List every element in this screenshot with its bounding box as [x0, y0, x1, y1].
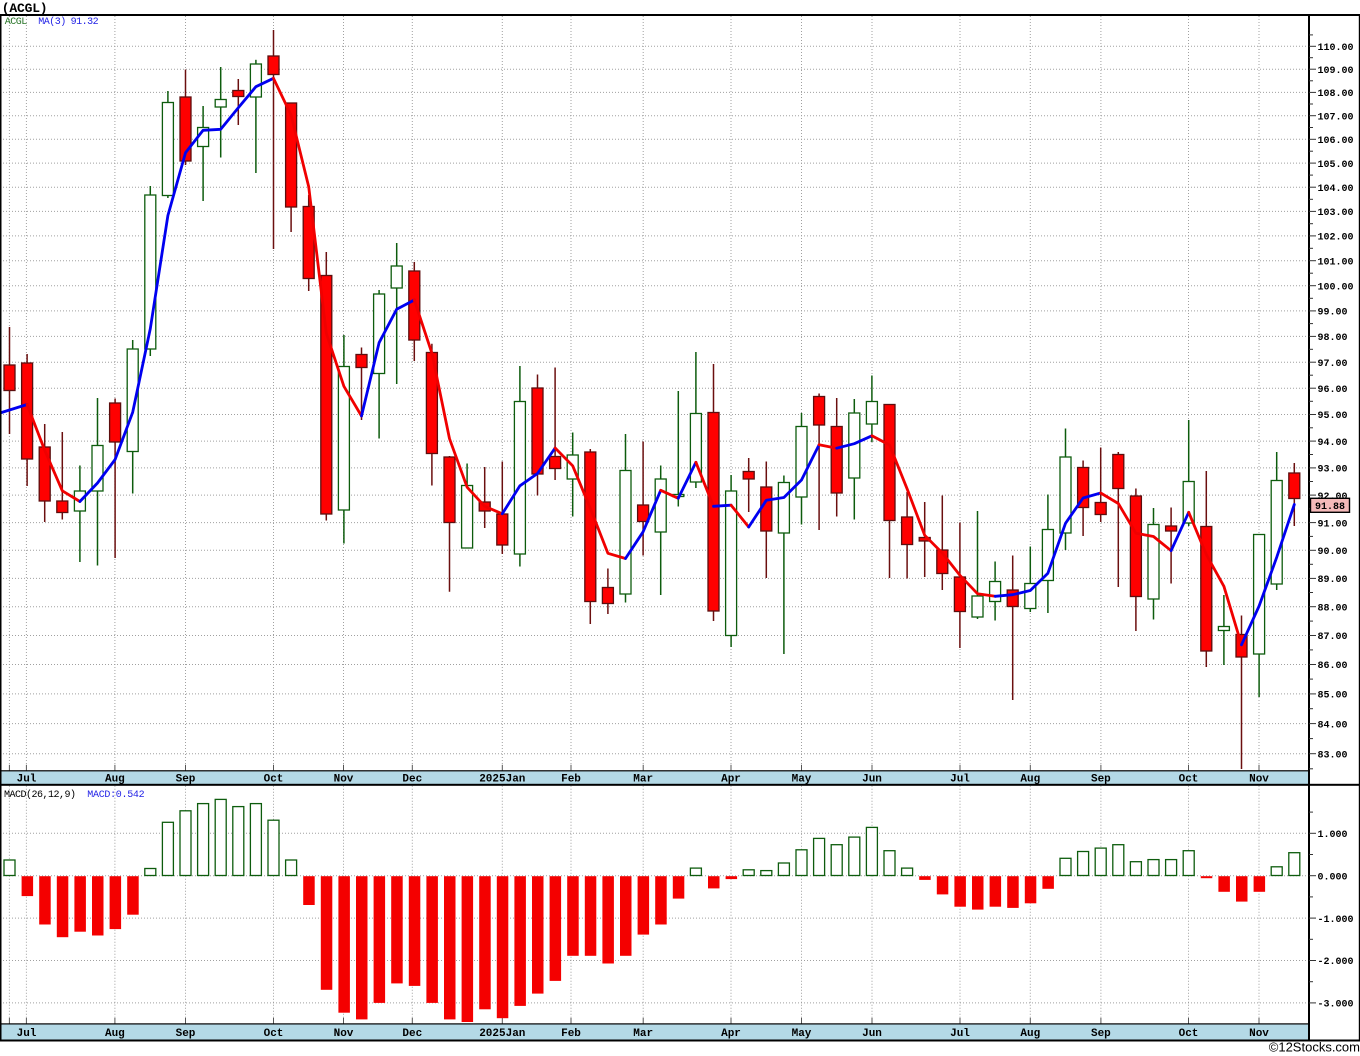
svg-text:Sep: Sep [1091, 1028, 1111, 1040]
svg-text:1.000: 1.000 [1318, 830, 1348, 841]
svg-text:May: May [792, 1028, 812, 1040]
svg-text:Mar: Mar [633, 773, 653, 785]
svg-text:90.00: 90.00 [1318, 547, 1348, 558]
svg-text:Jul: Jul [17, 1028, 37, 1040]
svg-text:104.00: 104.00 [1318, 184, 1354, 195]
svg-text:85.00: 85.00 [1318, 691, 1348, 702]
svg-text:93.00: 93.00 [1318, 465, 1348, 476]
svg-text:-2.000: -2.000 [1318, 957, 1354, 968]
svg-text:107.00: 107.00 [1318, 112, 1354, 123]
svg-text:108.00: 108.00 [1318, 89, 1354, 100]
svg-text:Sep: Sep [1091, 773, 1111, 785]
svg-text:Oct: Oct [1179, 1028, 1199, 1040]
svg-text:Jul: Jul [17, 773, 37, 785]
svg-text:Nov: Nov [1249, 1028, 1269, 1040]
svg-text:Oct: Oct [264, 1028, 284, 1040]
svg-text:0.000: 0.000 [1318, 872, 1348, 883]
svg-text:Feb: Feb [561, 1028, 581, 1040]
svg-text:84.00: 84.00 [1318, 720, 1348, 731]
svg-text:(ACGL): (ACGL) [2, 1, 48, 16]
svg-text:Jun: Jun [862, 1028, 882, 1040]
svg-text:Jul: Jul [950, 1028, 970, 1040]
svg-text:-3.000: -3.000 [1318, 1000, 1354, 1011]
svg-text:Feb: Feb [561, 773, 581, 785]
svg-text:97.00: 97.00 [1318, 359, 1348, 370]
svg-text:Oct: Oct [264, 773, 284, 785]
svg-text:91.32: 91.32 [71, 17, 99, 28]
svg-text:Mar: Mar [633, 1028, 653, 1040]
svg-text:Nov: Nov [334, 773, 354, 785]
svg-text:92.00: 92.00 [1318, 492, 1348, 503]
svg-text:Sep: Sep [176, 1028, 196, 1040]
svg-text:-1.000: -1.000 [1318, 915, 1354, 926]
svg-text:88.00: 88.00 [1318, 603, 1348, 614]
svg-text:MA(3): MA(3) [38, 16, 66, 28]
svg-text:86.00: 86.00 [1318, 661, 1348, 672]
svg-text:87.00: 87.00 [1318, 632, 1348, 643]
svg-text:Nov: Nov [334, 1028, 354, 1040]
svg-text:ACGL: ACGL [5, 17, 28, 28]
svg-text:Aug: Aug [105, 1028, 125, 1040]
svg-text:102.00: 102.00 [1318, 233, 1354, 244]
svg-text:MACD(26,12,9): MACD(26,12,9) [4, 789, 76, 801]
svg-text:110.00: 110.00 [1318, 43, 1354, 54]
svg-text:Aug: Aug [1020, 1028, 1040, 1040]
svg-text:91.88: 91.88 [1315, 502, 1345, 513]
svg-text:83.00: 83.00 [1318, 750, 1348, 761]
svg-text:Aug: Aug [105, 773, 125, 785]
svg-text:94.00: 94.00 [1318, 438, 1348, 449]
svg-text:96.00: 96.00 [1318, 385, 1348, 396]
svg-text:Apr: Apr [721, 1028, 741, 1040]
svg-text:Nov: Nov [1249, 773, 1269, 785]
svg-text:Jun: Jun [862, 773, 882, 785]
svg-text:99.00: 99.00 [1318, 308, 1348, 319]
svg-text:109.00: 109.00 [1318, 66, 1354, 77]
svg-text:MACD:0.542: MACD:0.542 [87, 790, 144, 801]
svg-text:Sep: Sep [176, 773, 196, 785]
svg-text:103.00: 103.00 [1318, 208, 1354, 219]
svg-text:Jul: Jul [950, 773, 970, 785]
svg-text:Dec: Dec [402, 773, 422, 785]
svg-text:Apr: Apr [721, 773, 741, 785]
svg-text:98.00: 98.00 [1318, 333, 1348, 344]
svg-text:Oct: Oct [1179, 773, 1199, 785]
svg-text:100.00: 100.00 [1318, 282, 1354, 293]
svg-text:106.00: 106.00 [1318, 136, 1354, 147]
svg-text:2025Jan: 2025Jan [479, 1028, 525, 1040]
svg-text:105.00: 105.00 [1318, 160, 1354, 171]
svg-text:101.00: 101.00 [1318, 257, 1354, 268]
svg-text:95.00: 95.00 [1318, 411, 1348, 422]
svg-text:Dec: Dec [402, 1028, 422, 1040]
svg-text:©12Stocks.com: ©12Stocks.com [1269, 1040, 1360, 1055]
svg-text:91.00: 91.00 [1318, 519, 1348, 530]
svg-text:May: May [792, 773, 812, 785]
svg-text:89.00: 89.00 [1318, 575, 1348, 586]
svg-text:2025Jan: 2025Jan [479, 773, 525, 785]
svg-text:Aug: Aug [1020, 773, 1040, 785]
